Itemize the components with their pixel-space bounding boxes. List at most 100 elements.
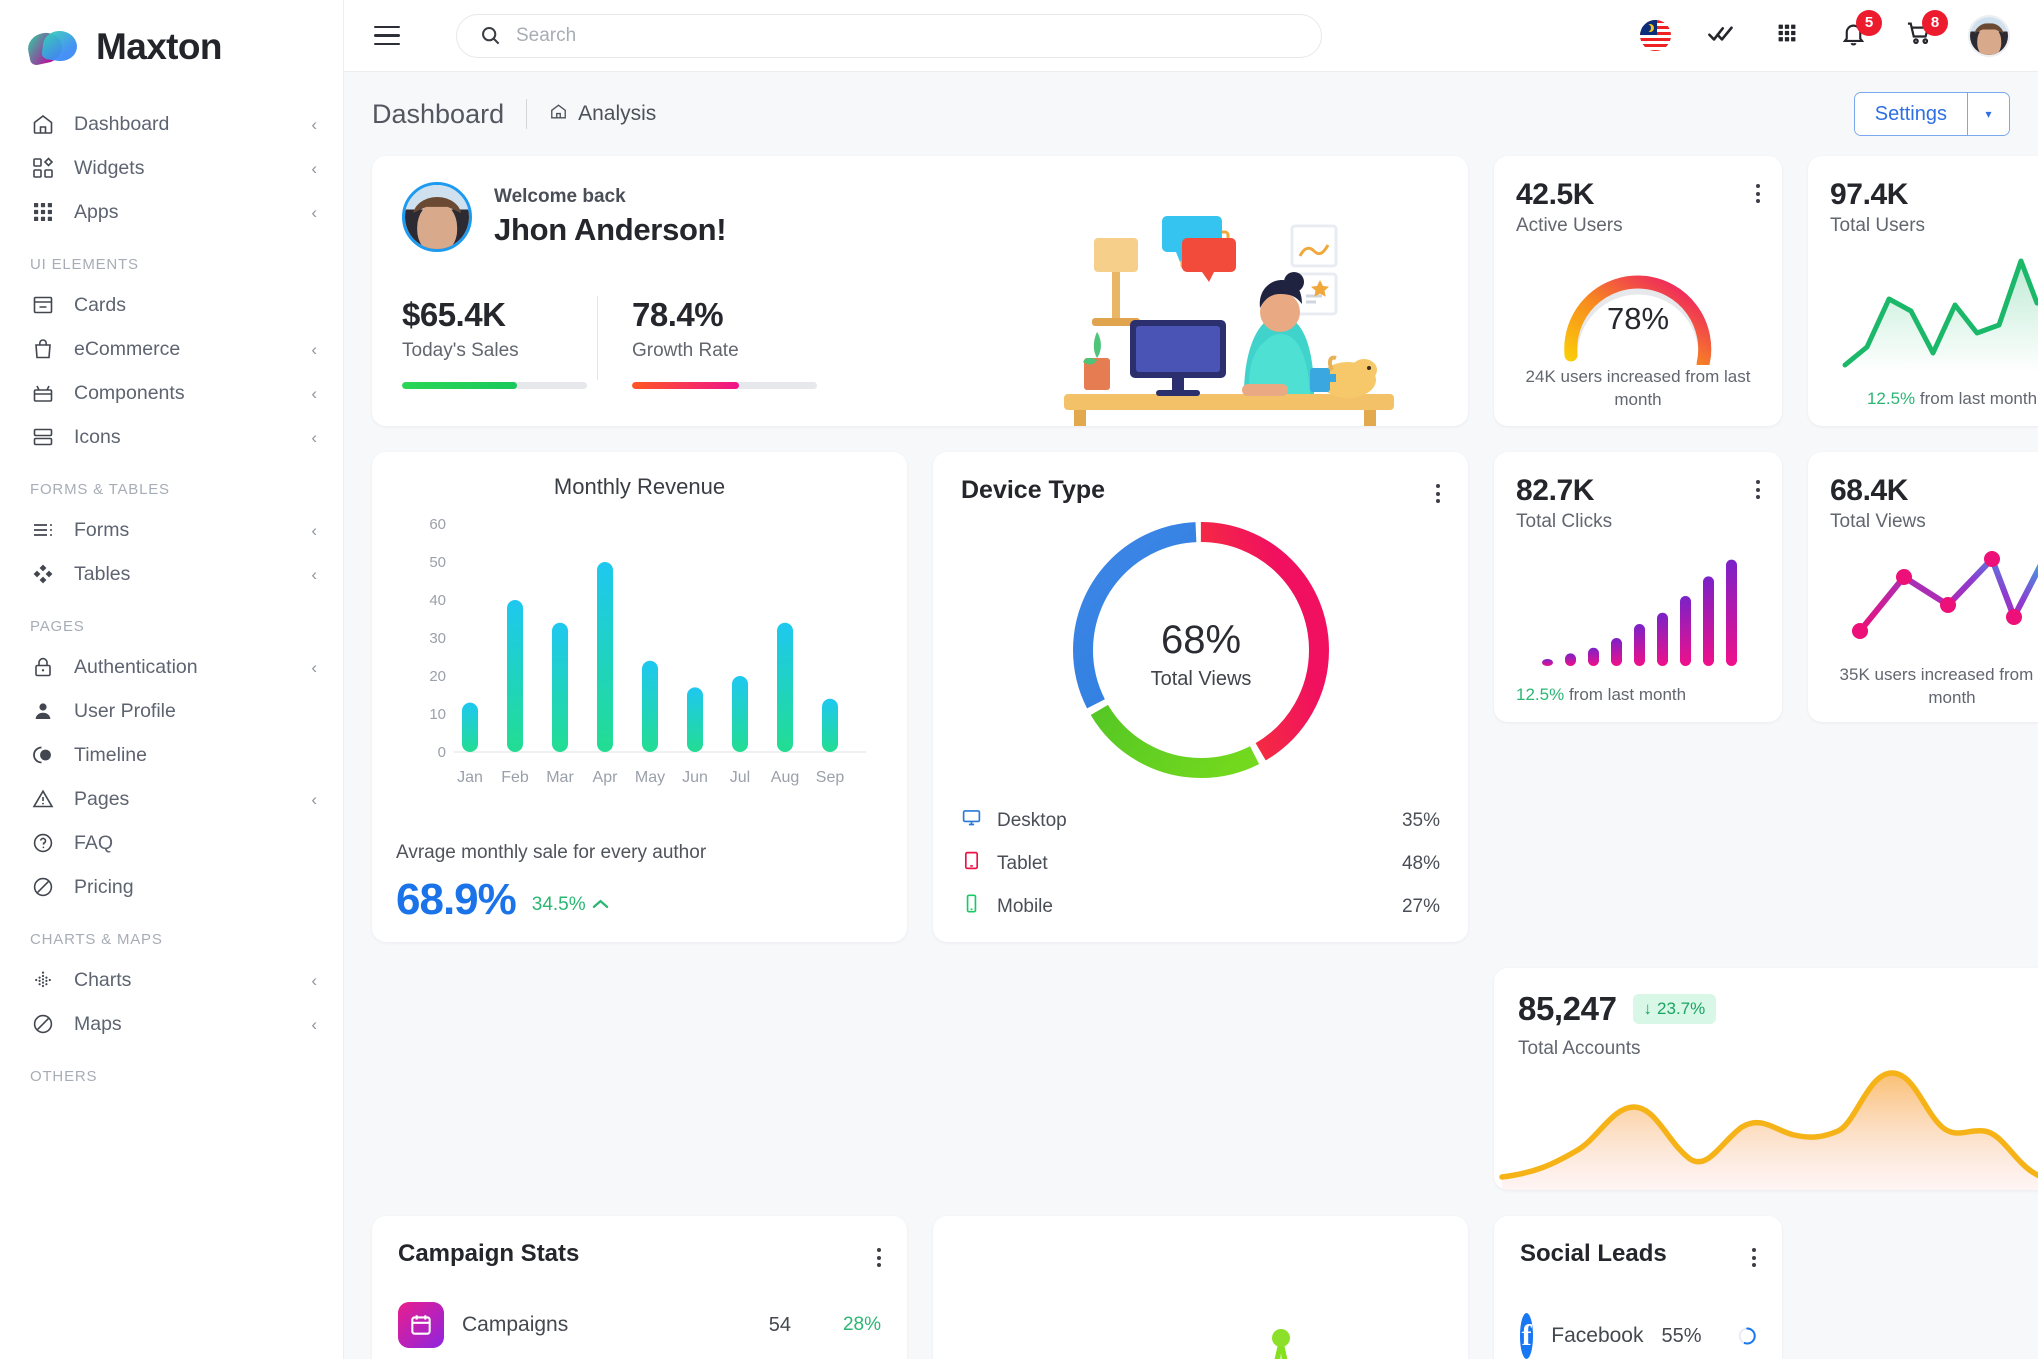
- lock-icon: [30, 654, 56, 680]
- active-users-gauge: 78%: [1564, 275, 1712, 365]
- active-users-value: 42.5K: [1516, 178, 1595, 211]
- sidebar-item-label: Icons: [74, 425, 121, 448]
- breadcrumb-analysis[interactable]: Analysis: [549, 102, 656, 127]
- messages-button[interactable]: [1704, 19, 1738, 53]
- total-clicks-bars: [1542, 559, 1737, 667]
- charts-icon: [30, 967, 56, 993]
- total-accounts-value: 85,247: [1518, 990, 1617, 1027]
- forms-list-icon: [30, 517, 56, 543]
- campaign-stats-card: Campaign Stats Campaigns 54 28%: [372, 1216, 907, 1359]
- revenue-bar: [732, 676, 748, 752]
- welcome-divider: [597, 296, 598, 380]
- total-users-delta: 12.5%: [1866, 388, 1916, 408]
- total-users-value: 97.4K: [1830, 178, 1909, 211]
- svg-text:50: 50: [429, 554, 446, 571]
- campaign-name: Campaigns: [462, 1313, 569, 1336]
- card-menu-icon[interactable]: [1752, 1240, 1756, 1267]
- cart-button[interactable]: 8: [1902, 9, 1948, 53]
- sidebar-item-authentication[interactable]: Authentication ‹: [0, 645, 343, 689]
- menu-toggle-icon[interactable]: [374, 19, 408, 53]
- campaign-count: 54: [768, 1313, 791, 1336]
- revenue-x-label: Aug: [771, 769, 799, 786]
- sidebar-item-ecommerce[interactable]: eCommerce ‹: [0, 327, 343, 371]
- total-accounts-area: [1499, 1070, 2038, 1190]
- tablet-icon: [961, 850, 982, 877]
- sidebar-item-user-profile[interactable]: User Profile: [0, 689, 343, 733]
- sidebar-item-dashboard[interactable]: Dashboard ‹: [0, 102, 343, 146]
- cart-badge: 8: [1922, 9, 1948, 36]
- user-avatar[interactable]: [1968, 14, 2010, 57]
- sidebar-item-label: Dashboard: [74, 112, 170, 135]
- chevron-left-icon: ‹: [311, 970, 317, 990]
- monthly-revenue-pct: 68.9%: [396, 875, 517, 924]
- sidebar-item-label: Timeline: [74, 743, 147, 766]
- device-type-title: Device Type: [961, 476, 1106, 504]
- total-views-card: 68.4K Total Views: [1808, 452, 2038, 722]
- sidebar-item-label: Charts: [74, 968, 132, 991]
- sidebar-item-timeline[interactable]: Timeline: [0, 733, 343, 777]
- calendar-icon: [398, 1302, 444, 1348]
- sidebar-item-apps[interactable]: Apps ‹: [0, 190, 343, 234]
- svg-text:0: 0: [438, 744, 446, 761]
- sidebar-item-widgets[interactable]: Widgets ‹: [0, 146, 343, 190]
- page-title: Dashboard: [372, 98, 505, 129]
- desktop-icon: [961, 807, 982, 834]
- warning-triangle-icon: [30, 786, 56, 812]
- apps-grid-icon: [30, 199, 56, 225]
- chevron-left-icon: ‹: [311, 158, 317, 178]
- sidebar-item-cards[interactable]: Cards: [0, 283, 343, 327]
- revenue-bar: [597, 562, 613, 752]
- total-clicks-footer-rest: from last month: [1568, 684, 1687, 704]
- sidebar-item-label: Apps: [74, 200, 119, 223]
- sidebar-item-tables[interactable]: Tables ‹: [0, 552, 343, 596]
- svg-text:20: 20: [429, 668, 446, 685]
- card-menu-icon[interactable]: [1756, 474, 1760, 499]
- growth-progress: [632, 382, 817, 389]
- language-flag-button[interactable]: [1638, 19, 1672, 53]
- revenue-x-label: Jun: [682, 769, 708, 786]
- notifications-button[interactable]: 5: [1836, 9, 1882, 53]
- sidebar-item-faq[interactable]: FAQ: [0, 821, 343, 865]
- sidebar-item-components[interactable]: Components ‹: [0, 371, 343, 415]
- total-clicks-footer: 12.5% from last month: [1516, 683, 1760, 706]
- search-box[interactable]: [456, 13, 1322, 58]
- total-users-sparkline: [1842, 258, 2038, 373]
- svg-text:10: 10: [429, 706, 446, 723]
- sidebar-item-pricing[interactable]: Pricing: [0, 865, 343, 909]
- card-menu-icon[interactable]: [877, 1240, 881, 1267]
- revenue-bar: [462, 702, 478, 752]
- components-icon: [30, 380, 56, 406]
- sidebar-item-charts[interactable]: Charts ‹: [0, 958, 343, 1002]
- sidebar-item-label: Pricing: [74, 875, 134, 898]
- card-menu-icon[interactable]: [1756, 178, 1760, 203]
- sidebar-item-icons[interactable]: Icons ‹: [0, 415, 343, 459]
- delta-value: 34.5%: [531, 894, 586, 915]
- sidebar-item-pages[interactable]: Pages ‹: [0, 777, 343, 821]
- breadcrumb-sub-label: Analysis: [578, 102, 657, 125]
- welcome-stat-growth: 78.4% Growth Rate: [632, 296, 817, 389]
- search-input[interactable]: [516, 24, 1299, 47]
- settings-button[interactable]: Settings: [1854, 93, 1967, 135]
- user-icon: [30, 698, 56, 724]
- brand[interactable]: Maxton: [0, 0, 343, 94]
- total-users-footer-rest: from last month: [1919, 388, 2038, 408]
- revenue-bar: [687, 687, 703, 752]
- chevron-left-icon: ‹: [311, 202, 317, 222]
- facebook-icon: f: [1520, 1313, 1534, 1359]
- question-circle-icon: [30, 830, 56, 856]
- clicks-bar: [1611, 638, 1622, 667]
- chevron-down-icon[interactable]: ▾: [1967, 93, 2009, 135]
- card-menu-icon[interactable]: [1436, 476, 1440, 503]
- apps-menu-button[interactable]: [1770, 19, 1804, 53]
- legend-label: Tablet: [997, 852, 1048, 874]
- social-leads-card: Social Leads f Facebook 55%: [1494, 1216, 1782, 1359]
- sidebar-item-maps[interactable]: Maps ‹: [0, 1002, 343, 1046]
- total-views-value: 68.4K: [1830, 474, 1909, 507]
- sidebar-item-forms[interactable]: Forms ‹: [0, 508, 343, 552]
- monthly-revenue-note: Avrage monthly sale for every author: [396, 842, 707, 863]
- active-users-card: 42.5K Active Users 78%: [1494, 156, 1782, 426]
- sidebar-section-charts: CHARTS & MAPS: [30, 931, 163, 948]
- total-accounts-pill: ↓ 23.7%: [1632, 994, 1717, 1024]
- legend-row-tablet: Tablet 48%: [961, 842, 1440, 885]
- active-users-footer: 24K users increased from last month: [1525, 367, 1751, 410]
